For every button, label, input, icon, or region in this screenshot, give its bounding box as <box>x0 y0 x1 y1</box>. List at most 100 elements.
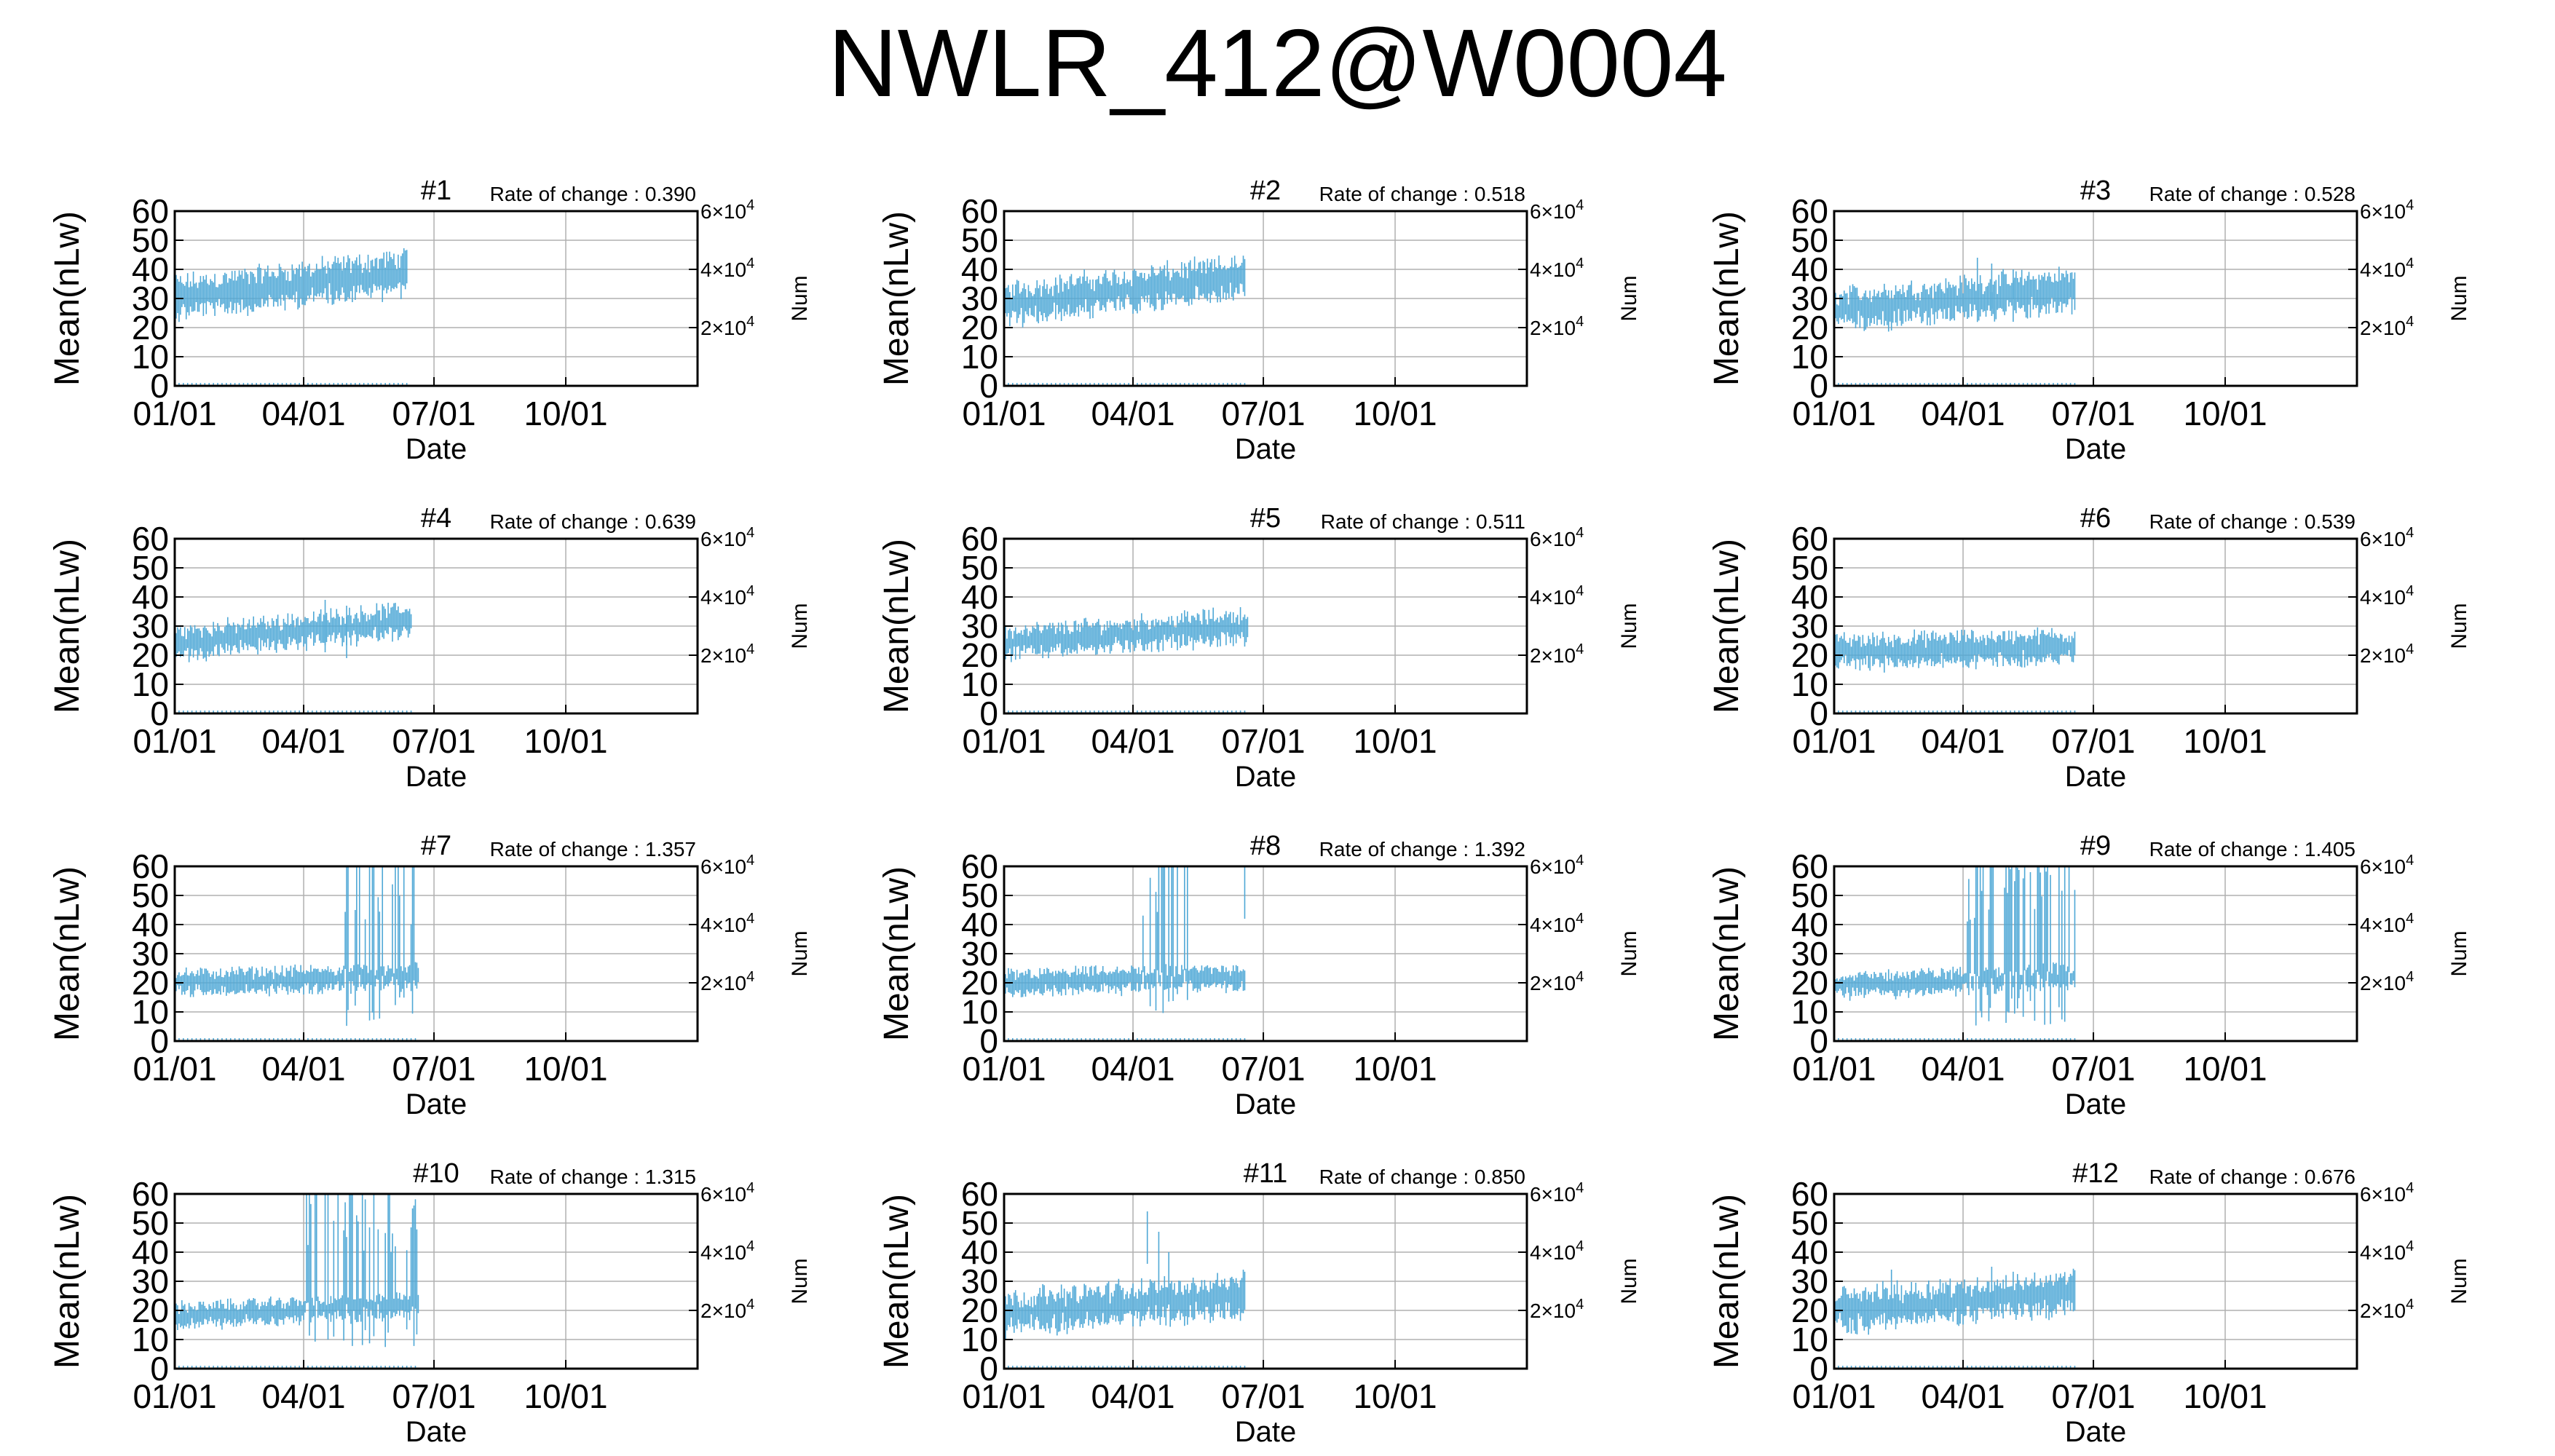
y-tick-label: 50 <box>132 877 169 914</box>
subplot-title: #10 <box>413 1158 459 1189</box>
rate-of-change-label: Rate of change : 0.528 <box>2149 183 2355 205</box>
data-series <box>1003 866 1246 1041</box>
y-tick-label: 20 <box>961 1291 998 1329</box>
y-axis-label: Mean(nLw) <box>48 539 87 713</box>
data-series <box>1833 258 2076 386</box>
x-tick-label: 01/01 <box>1792 1377 1876 1415</box>
y-tick-label: 50 <box>132 549 169 587</box>
rate-of-change-label: Rate of change : 0.390 <box>490 183 696 205</box>
y-tick-label: 60 <box>1791 1175 1828 1213</box>
x-tick-label: 04/01 <box>1921 395 2005 432</box>
y-tick-label: 60 <box>961 520 998 558</box>
y2-tick-label: 6×104 <box>1530 197 1584 223</box>
x-tick-label: 04/01 <box>261 722 345 760</box>
y-tick-label: 20 <box>132 309 169 347</box>
y-tick-label: 30 <box>132 1262 169 1300</box>
y2-axis-label: Num <box>788 603 812 649</box>
data-series <box>1003 606 1249 713</box>
y-tick-label: 50 <box>961 221 998 259</box>
x-tick-label: 01/01 <box>962 1377 1046 1415</box>
y-axis-label: Mean(nLw) <box>1707 866 1746 1041</box>
y-tick-label: 40 <box>132 906 169 943</box>
data-series <box>174 1194 419 1369</box>
y-tick-label: 40 <box>961 250 998 288</box>
y-tick-label: 10 <box>1791 665 1828 703</box>
y-axis-label: Mean(nLw) <box>877 1194 916 1369</box>
y2-tick-label: 4×104 <box>700 256 754 281</box>
rate-of-change-label: Rate of change : 1.357 <box>490 838 696 860</box>
x-tick-label: 10/01 <box>524 1050 607 1088</box>
y-tick-label: 60 <box>132 520 169 558</box>
y-axis-label: Mean(nLw) <box>877 211 916 386</box>
y-tick-label: 30 <box>132 935 169 973</box>
rate-of-change-label: Rate of change : 1.392 <box>1319 838 1525 860</box>
y-tick-label: 30 <box>961 607 998 645</box>
subplot-title: #1 <box>421 175 451 206</box>
y-tick-label: 60 <box>132 1175 169 1213</box>
y-tick-label: 10 <box>961 338 998 376</box>
y-tick-label: 20 <box>1791 636 1828 674</box>
y-tick-label: 20 <box>961 309 998 347</box>
rate-of-change-label: Rate of change : 0.676 <box>2149 1166 2355 1188</box>
y2-tick-label: 4×104 <box>700 1238 754 1264</box>
y-tick-label: 50 <box>132 1204 169 1242</box>
x-axis-label: Date <box>406 1088 467 1120</box>
y2-axis-label: Num <box>2447 603 2471 649</box>
x-tick-label: 01/01 <box>962 1050 1046 1088</box>
y2-axis-label: Num <box>1617 275 1641 321</box>
y-tick-label: 50 <box>961 877 998 914</box>
y2-axis-label: Num <box>1617 930 1641 976</box>
x-tick-label: 10/01 <box>2183 722 2267 760</box>
x-tick-label: 01/01 <box>962 722 1046 760</box>
y-tick-label: 40 <box>961 906 998 943</box>
y-tick-label: 20 <box>132 636 169 674</box>
x-tick-label: 04/01 <box>261 1050 345 1088</box>
x-tick-label: 07/01 <box>2051 395 2135 432</box>
y-axis-label: Mean(nLw) <box>877 866 916 1041</box>
subplot-title: #2 <box>1250 175 1281 206</box>
y-tick-label: 30 <box>961 935 998 973</box>
x-tick-label: 07/01 <box>1221 722 1305 760</box>
x-axis-label: Date <box>2065 1416 2127 1448</box>
y-tick-label: 40 <box>1791 1233 1828 1271</box>
data-series <box>1003 1211 1246 1369</box>
x-axis-label: Date <box>1235 1088 1297 1120</box>
y-axis-label: Mean(nLw) <box>48 1194 87 1369</box>
y-tick-label: 10 <box>1791 993 1828 1031</box>
rate-of-change-label: Rate of change : 0.639 <box>490 510 696 533</box>
y-tick-label: 10 <box>132 1321 169 1358</box>
x-tick-label: 10/01 <box>2183 395 2267 432</box>
y-tick-label: 30 <box>961 1262 998 1300</box>
subplot-title: #4 <box>421 503 451 534</box>
subplot-title: #12 <box>2072 1158 2118 1189</box>
y-axis-label: Mean(nLw) <box>48 211 87 386</box>
y-tick-label: 30 <box>1791 1262 1828 1300</box>
y-tick-label: 30 <box>1791 935 1828 973</box>
x-axis-label: Date <box>2065 761 2127 793</box>
rate-of-change-label: Rate of change : 0.850 <box>1319 1166 1525 1188</box>
y-tick-label: 0 <box>150 1350 169 1388</box>
y2-tick-label: 6×104 <box>700 197 754 223</box>
y2-tick-label: 2×104 <box>1530 641 1584 667</box>
y2-axis-label: Num <box>788 275 812 321</box>
y-tick-label: 20 <box>132 1291 169 1329</box>
y2-axis-label: Num <box>2447 930 2471 976</box>
y-tick-label: 10 <box>961 993 998 1031</box>
y-tick-label: 10 <box>1791 1321 1828 1358</box>
subplot-title: #8 <box>1250 831 1281 861</box>
y-axis-label: Mean(nLw) <box>1707 1194 1746 1369</box>
x-axis-label: Date <box>406 761 467 793</box>
subplot-title: #3 <box>2080 175 2111 206</box>
y2-tick-label: 4×104 <box>2360 1238 2414 1264</box>
y-tick-label: 50 <box>1791 877 1828 914</box>
subplot-title: #5 <box>1250 503 1281 534</box>
x-tick-label: 01/01 <box>133 1050 216 1088</box>
y-tick-label: 20 <box>1791 964 1828 1002</box>
x-axis-label: Date <box>1235 1416 1297 1448</box>
